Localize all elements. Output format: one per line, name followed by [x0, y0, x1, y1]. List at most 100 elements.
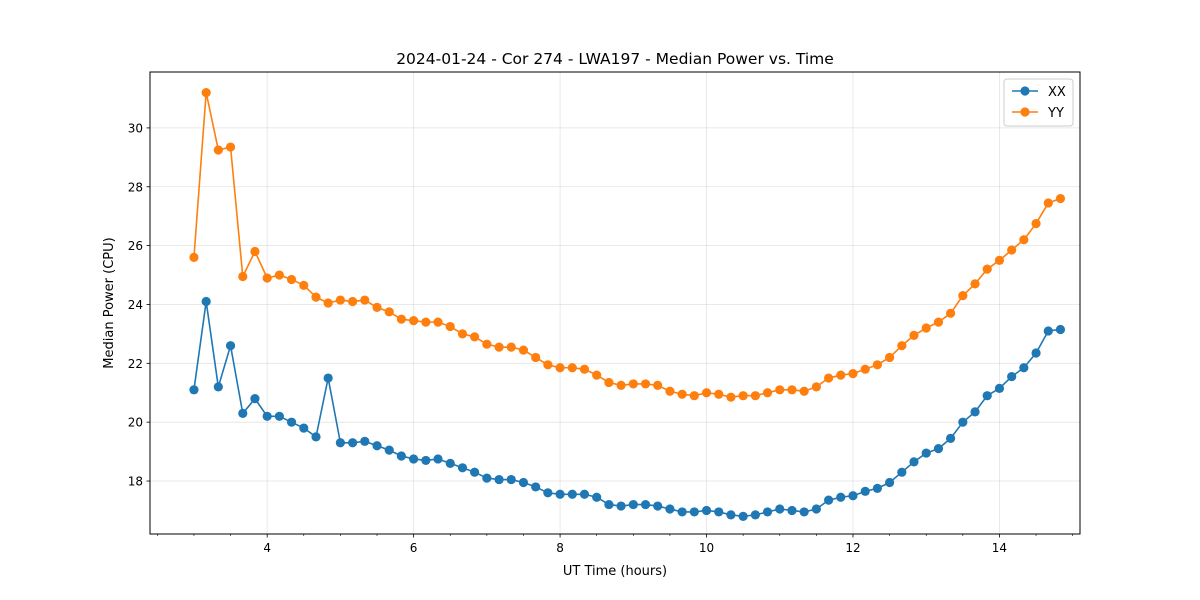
data-point-yy [897, 341, 907, 351]
series-layer [189, 88, 1066, 521]
data-point-yy [738, 391, 748, 401]
data-point-xx [213, 382, 223, 392]
data-point-xx [543, 488, 553, 498]
data-point-xx [433, 454, 443, 464]
data-point-xx [604, 499, 614, 510]
data-point-yy [348, 296, 358, 307]
y-tick-label: 20 [128, 416, 143, 430]
data-point-yy [384, 307, 394, 317]
data-point-xx [421, 455, 431, 466]
data-point-xx [677, 507, 687, 517]
data-point-yy [445, 321, 455, 332]
data-point-xx [579, 489, 590, 499]
data-point-yy [811, 382, 821, 392]
data-point-yy [775, 385, 785, 395]
legend-xx-label: XX [1048, 85, 1066, 100]
data-point-xx [494, 474, 504, 485]
legend-yy-marker [1020, 107, 1030, 117]
x-tick-label: 8 [556, 541, 564, 555]
data-point-yy [592, 370, 602, 380]
data-point-xx [445, 458, 455, 468]
data-point-yy [958, 291, 968, 301]
data-point-yy [286, 274, 297, 285]
legend-xx-marker [1020, 86, 1030, 96]
data-point-yy [335, 295, 345, 305]
y-tick-label: 22 [128, 357, 143, 371]
data-point-xx [482, 473, 492, 483]
data-point-xx [225, 341, 236, 351]
data-point-xx [872, 483, 882, 493]
data-point-yy [677, 389, 687, 399]
data-point-yy [714, 389, 724, 399]
data-point-xx [286, 417, 297, 427]
data-point-xx [848, 491, 858, 501]
data-point-yy [848, 369, 858, 379]
data-point-yy [262, 273, 272, 283]
x-axis-label: UT Time (hours) [563, 564, 667, 579]
data-point-yy [299, 280, 309, 290]
data-point-xx [299, 423, 309, 433]
data-point-yy [762, 388, 773, 398]
data-point-yy [238, 271, 248, 282]
data-point-xx [189, 385, 199, 395]
data-point-yy [665, 386, 675, 396]
data-point-xx [775, 504, 785, 514]
data-point-yy [396, 314, 406, 324]
axis-ticks: 4 6 8 10 12 14 18 20 22 24 26 28 30 [128, 121, 1073, 555]
data-point-yy [921, 323, 931, 333]
data-point-xx [1007, 371, 1017, 382]
y-tick-label: 30 [128, 121, 143, 135]
data-point-xx [885, 477, 895, 488]
plot-frame [149, 71, 1081, 535]
data-point-xx [701, 505, 712, 516]
data-point-xx [506, 474, 516, 485]
data-point-yy [628, 379, 638, 389]
data-point-yy [555, 363, 565, 373]
legend-yy-label: YY [1047, 106, 1064, 121]
data-point-yy [909, 330, 919, 340]
data-point-xx [311, 432, 321, 442]
data-point-xx [909, 457, 919, 467]
data-point-yy [567, 363, 577, 373]
y-axis-label: Median Power (CPU) [102, 237, 117, 368]
data-point-xx [250, 394, 260, 404]
data-point-yy [421, 317, 431, 327]
data-point-yy [970, 279, 980, 289]
data-point-yy [750, 391, 760, 401]
data-point-xx [1043, 326, 1053, 336]
data-point-xx [970, 407, 980, 417]
data-point-xx [201, 296, 211, 307]
y-tick-label: 18 [128, 475, 143, 489]
data-point-xx [958, 417, 968, 427]
x-tick-label: 6 [410, 541, 418, 555]
data-point-xx [994, 383, 1005, 393]
data-point-xx [518, 477, 529, 488]
y-tick-label: 28 [128, 180, 143, 194]
data-point-xx [335, 438, 345, 448]
x-tick-label: 14 [992, 541, 1007, 555]
data-point-yy [225, 142, 236, 152]
data-point-xx [933, 444, 944, 454]
data-point-yy [518, 345, 529, 355]
data-point-xx [811, 504, 821, 514]
data-point-yy [836, 370, 846, 380]
data-point-xx [409, 454, 419, 464]
data-point-yy [482, 339, 492, 349]
data-point-yy [579, 364, 590, 374]
data-point-xx [616, 501, 626, 511]
data-point-yy [616, 380, 626, 390]
legend: XX YY [1003, 78, 1074, 127]
data-point-xx [274, 411, 284, 421]
data-point-xx [360, 436, 370, 446]
data-point-xx [762, 507, 773, 517]
data-point-yy [494, 342, 504, 352]
chart-title: 2024-01-24 - Cor 274 - LWA197 - Median P… [396, 50, 834, 68]
x-tick-label: 4 [263, 541, 271, 555]
data-point-xx [738, 511, 748, 521]
data-point-yy [604, 377, 614, 388]
data-point-xx [457, 463, 468, 473]
data-point-xx [396, 451, 406, 461]
data-point-xx [750, 510, 760, 520]
data-point-xx [592, 492, 602, 502]
x-tick-label: 12 [845, 541, 860, 555]
